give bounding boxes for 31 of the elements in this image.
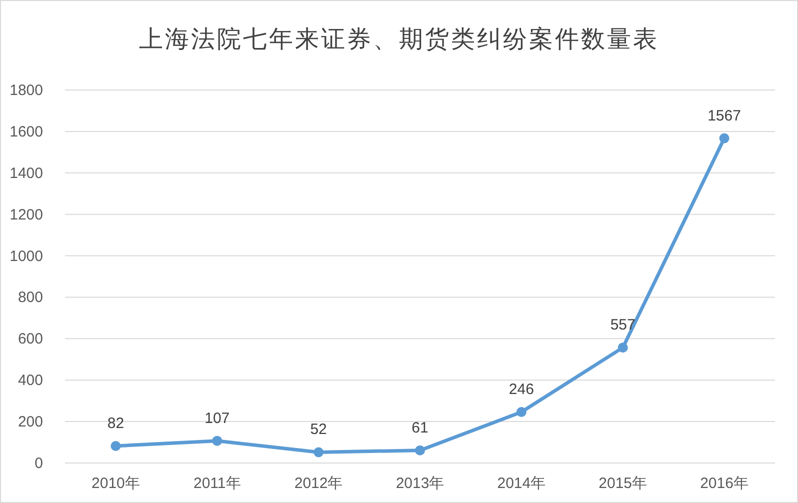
y-tick-label: 1400 xyxy=(10,164,43,182)
y-tick-label: 1600 xyxy=(10,123,43,140)
x-tick-label: 2016年 xyxy=(700,475,748,492)
data-label: 61 xyxy=(412,419,428,436)
data-label: 107 xyxy=(204,410,230,427)
point xyxy=(415,445,425,456)
point xyxy=(516,407,526,418)
point xyxy=(110,441,121,452)
y-tick-label: 600 xyxy=(18,330,43,348)
x-tick-label: 2012年 xyxy=(294,475,343,492)
x-tick-label: 2014年 xyxy=(497,475,546,492)
data-label: 1567 xyxy=(708,107,741,124)
data-label: 52 xyxy=(310,421,327,438)
chart-title: 上海法院七年来证券、期货类纠纷案件数量表 xyxy=(139,26,659,53)
x-tick-label: 2011年 xyxy=(194,475,241,492)
point xyxy=(314,447,324,458)
point xyxy=(212,436,222,446)
y-tick-label: 800 xyxy=(18,289,43,306)
data-label: 82 xyxy=(107,415,124,432)
y-tick-label: 200 xyxy=(18,414,43,431)
point xyxy=(719,133,730,144)
y-tick-label: 400 xyxy=(18,372,43,390)
x-tick-label: 2010年 xyxy=(92,475,140,492)
x-tick-label: 2015年 xyxy=(598,475,648,492)
data-label: 246 xyxy=(508,381,534,398)
y-tick-label: 0 xyxy=(34,455,43,472)
y-tick-label: 1000 xyxy=(10,248,43,265)
y-tick-label: 1200 xyxy=(10,206,43,224)
point xyxy=(618,342,628,353)
y-tick-label: 1800 xyxy=(10,82,43,99)
x-tick-label: 2013年 xyxy=(396,475,444,492)
